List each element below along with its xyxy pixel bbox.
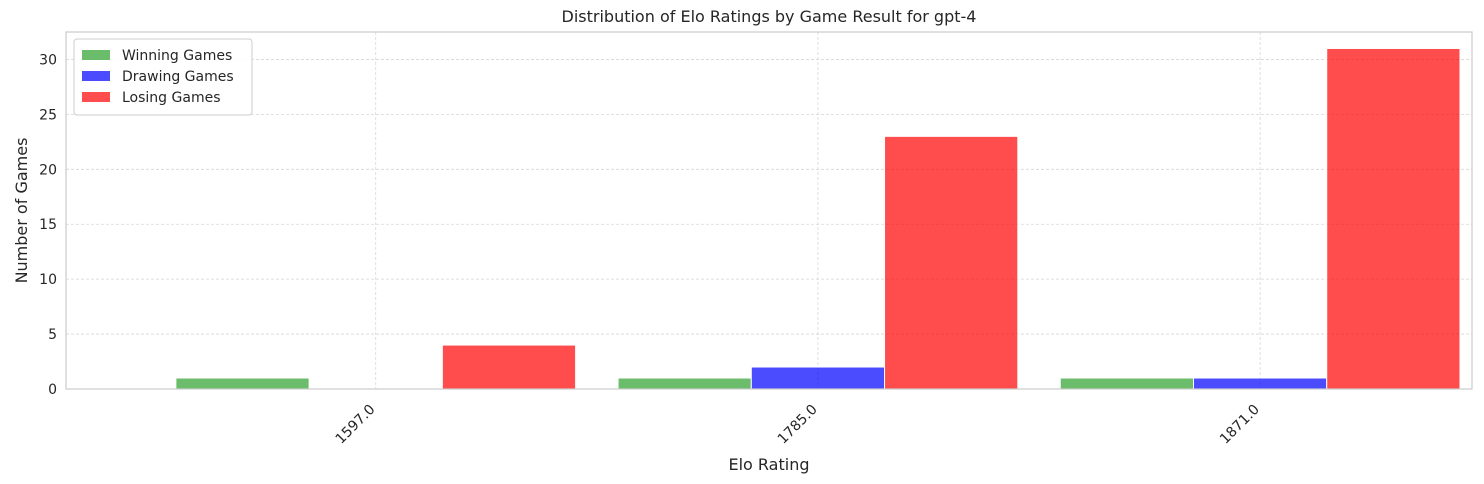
legend-swatch	[82, 71, 110, 81]
y-tick-label: 5	[48, 327, 57, 343]
bar-losing-games-2	[1326, 47, 1461, 390]
legend: Winning Games Drawing Games Losing Games	[73, 38, 253, 116]
y-tick-label: 30	[39, 52, 57, 68]
y-tick-label: 15	[39, 217, 57, 233]
x-axis-label: Elo Rating	[728, 455, 809, 474]
y-axis-label: Number of Games	[12, 138, 31, 284]
plot-frame	[65, 31, 1473, 390]
y-tick-label: 20	[39, 162, 57, 178]
bar-drawing-games-2	[1192, 377, 1328, 390]
y-tick-label: 10	[39, 272, 57, 288]
legend-swatch	[82, 92, 110, 102]
legend-label: Drawing Games	[122, 69, 234, 85]
bars	[175, 47, 1461, 390]
bar-losing-games-0	[441, 344, 577, 390]
y-axis: 0 5 10 15 20 25 30	[39, 52, 57, 398]
legend-box	[73, 38, 253, 116]
chart-title: Distribution of Elo Ratings by Game Resu…	[562, 7, 977, 26]
bar-winning-games-1	[617, 377, 752, 390]
bar-losing-games-1	[884, 135, 1019, 390]
bar-drawing-games-1	[750, 366, 886, 390]
legend-swatch	[82, 50, 110, 60]
legend-label: Winning Games	[122, 48, 232, 64]
bar-winning-games-2	[1059, 377, 1194, 390]
bar-winning-games-0	[175, 377, 310, 390]
y-tick-label: 0	[48, 382, 57, 398]
legend-label: Losing Games	[122, 90, 221, 106]
y-tick-label: 25	[39, 107, 57, 123]
